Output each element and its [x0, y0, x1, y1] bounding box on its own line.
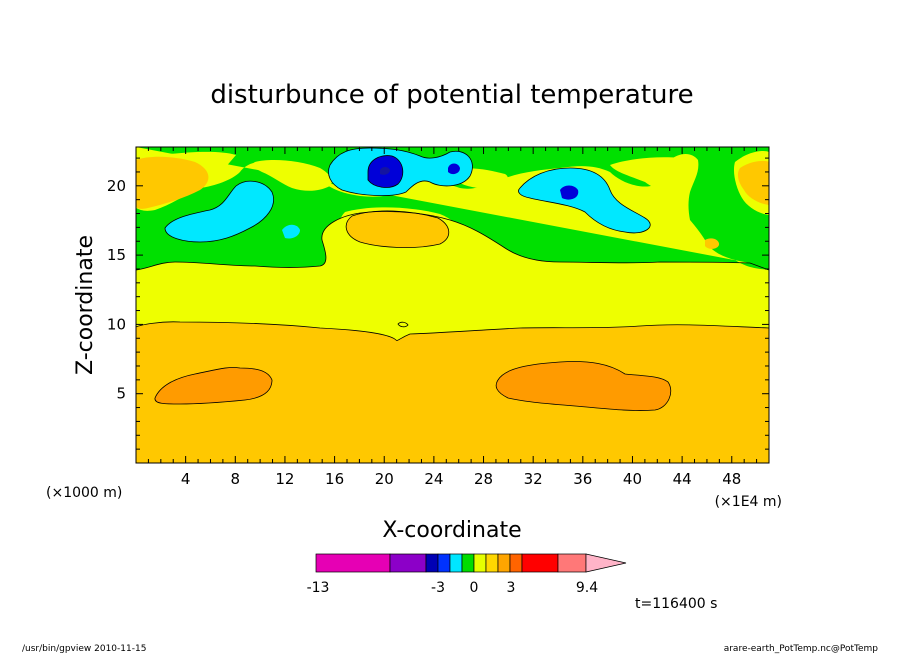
colorbar-cell — [485, 553, 499, 573]
x-tick-label: 44 — [673, 470, 692, 488]
colorbar-label: 9.4 — [576, 580, 598, 596]
x-tick-label: 20 — [375, 470, 394, 488]
colorbar — [315, 553, 627, 573]
x-tick-label: 36 — [573, 470, 592, 488]
upper-orange-dot — [705, 238, 720, 249]
low-blob-left — [154, 367, 272, 404]
colorbar-cell — [509, 553, 523, 573]
chart-title: disturbunce of potential temperature — [210, 80, 693, 110]
pocket-b — [252, 160, 332, 191]
cyan-left — [165, 181, 274, 242]
x-axis: 4 8 12 16 20 24 28 32 36 40 44 48 — [147, 147, 758, 488]
colorbar-cell — [521, 553, 559, 573]
colorbar-cell — [389, 553, 427, 573]
x-axis-label: X-coordinate — [382, 518, 521, 543]
y-tick-label: 5 — [116, 385, 126, 403]
y-axis: 5 10 15 20 — [107, 157, 769, 450]
x-unit-right: (×1E4 m) — [715, 494, 782, 510]
colorbar-cell — [497, 553, 511, 573]
colorbar-arrow — [585, 553, 627, 573]
x-tick-label: 4 — [181, 470, 191, 488]
deep-core — [380, 167, 390, 175]
upper-orange-right — [737, 160, 769, 205]
pocket-e — [610, 157, 687, 191]
colorbar-cell — [425, 553, 439, 573]
colorbar-label: 3 — [507, 580, 516, 596]
x-tick-label: 28 — [474, 470, 493, 488]
colorbar-cell — [449, 553, 463, 573]
colorbar-labels: -13 -3 0 3 9.4 — [307, 580, 599, 596]
colorbar-label: -13 — [307, 580, 330, 596]
blue-core-right — [560, 185, 579, 200]
cyan-small — [282, 224, 300, 239]
upper-orange-center — [346, 210, 449, 248]
x-tick-label: 40 — [623, 470, 642, 488]
colorbar-cell — [437, 553, 451, 573]
y-tick-label: 20 — [107, 177, 126, 195]
time-label: t=116400 s — [635, 596, 717, 612]
x-tick-label: 16 — [325, 470, 344, 488]
contour-field — [135, 146, 770, 464]
upper-orange-left — [136, 156, 209, 209]
footer-left: /usr/bin/gpview 2010-11-15 — [22, 644, 146, 654]
blue-core-mid — [448, 163, 460, 175]
x-tick-label: 12 — [275, 470, 294, 488]
colorbar-cell — [315, 553, 391, 573]
colorbar-cell — [473, 553, 487, 573]
x-unit-left: (×1000 m) — [46, 485, 122, 501]
colorbar-label: -3 — [431, 580, 445, 596]
x-tick-label: 32 — [524, 470, 543, 488]
x-tick-label: 48 — [722, 470, 741, 488]
colorbar-cell — [461, 553, 475, 573]
colorbar-cell — [557, 553, 587, 573]
colorbar-label: 0 — [470, 580, 479, 596]
y-tick-label: 10 — [107, 315, 126, 333]
y-axis-label: Z-coordinate — [73, 235, 98, 375]
y-tick-label: 15 — [107, 246, 126, 264]
low-blob-right — [496, 361, 671, 411]
x-tick-label: 8 — [231, 470, 241, 488]
x-tick-label: 24 — [424, 470, 443, 488]
footer-right: arare-earth_PotTemp.nc@PotTemp — [724, 644, 879, 654]
plot-frame — [135, 146, 770, 464]
cyan-right — [518, 168, 651, 233]
